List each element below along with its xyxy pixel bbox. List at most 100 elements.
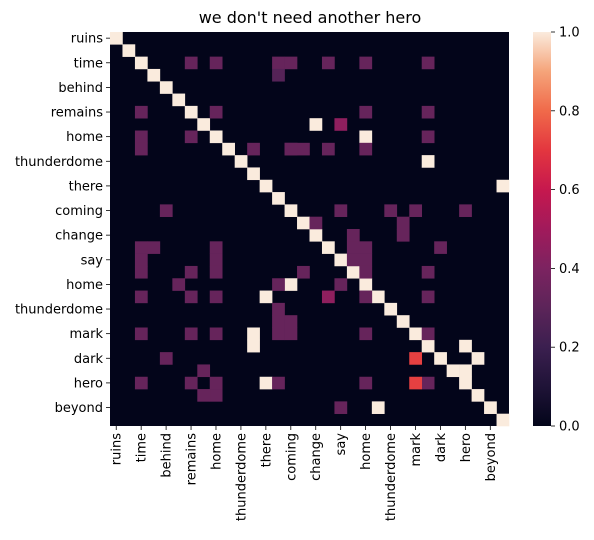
y-axis: ruins time behind remains home thunderdome the… [15,32,110,416]
heatmap-cell [272,192,285,205]
colorbar-tick-label: 1.0 [559,26,580,41]
heatmap-cell [272,302,285,316]
y-tick-label: ruins [71,32,103,47]
heatmap-cell [484,401,497,414]
heatmap-cell [159,204,173,217]
heatmap-cell [222,142,235,156]
heatmap-cell [359,278,373,291]
heatmap-cell [297,216,310,230]
heatmap-cell [147,68,161,82]
heatmap-cell [496,413,510,427]
heatmap-cell [334,118,348,131]
heatmap-cell [434,352,447,365]
heatmap-cell [334,401,348,414]
heatmap-cell [172,278,186,291]
x-tick-label: hero [459,433,474,462]
heatmap-cell [247,142,260,156]
heatmap-cell [209,290,223,304]
x-axis: ruins time behind remains home thunderdome the… [110,426,499,521]
heatmap-cell [446,364,460,378]
x-tick-label: coming [284,433,299,481]
y-tick-label: coming [55,204,103,219]
heatmap-cell [321,142,335,156]
heatmap-cell [471,389,485,402]
x-tick-label: say [334,433,349,456]
heatmap-cell [359,130,373,144]
heatmap-cell [421,265,435,279]
heatmap-cell [459,376,472,390]
heatmap-cell [209,389,223,402]
heatmap-cell [209,253,223,267]
heatmap-cell [346,241,360,254]
heatmap-cell [359,105,373,119]
heatmap-cell [134,130,148,144]
heatmap-cells [110,32,510,427]
heatmap-cell [184,290,198,304]
heatmap-cell [421,327,435,341]
heatmap-cell [197,118,211,131]
heatmap-cell [371,290,385,304]
x-tick-label: thunderdome [234,433,249,521]
heatmap-cell [371,401,385,414]
heatmap-cell [134,241,148,254]
heatmap-cell [409,376,423,390]
heatmap-cell [259,290,273,304]
heatmap-cell [284,278,298,291]
heatmap-cell [284,315,298,328]
heatmap-cell [297,142,310,156]
x-tick-label: remains [185,433,200,486]
y-tick-label: beyond [55,401,103,416]
colorbar-tick-label: 0.6 [559,183,580,198]
heatmap-cell [346,265,360,279]
heatmap-cell [110,32,123,45]
heatmap-cell [134,376,148,390]
y-tick-label: there [69,179,103,194]
heatmap-cell [321,241,335,254]
colorbar-tick-label: 0.4 [559,262,580,277]
y-tick-label: hero [74,376,103,391]
heatmap-cell [272,278,285,291]
heatmap-cell [496,179,510,193]
heatmap-cell [396,229,410,242]
heatmap-cell [384,204,398,217]
heatmap-cell [334,278,348,291]
heatmap-cell [359,241,373,254]
heatmap-cell [409,352,423,365]
colorbar-axis: 0.0 0.2 0.4 0.6 0.8 1.0 [551,26,580,435]
y-tick-label: say [81,253,104,268]
heatmap-cell [346,229,360,242]
heatmap-cell [359,56,373,70]
heatmap-cell [434,241,447,254]
x-tick-label: beyond [484,433,499,481]
heatmap-cell [172,93,186,107]
heatmap-cell [272,68,285,82]
heatmap-cell [247,339,260,353]
heatmap-cell [359,265,373,279]
heatmap-cell [184,327,198,341]
y-tick-label: home [66,130,103,145]
heatmap-cell [459,204,472,217]
heatmap-cell [284,204,298,217]
y-tick-label: home [66,278,103,293]
y-tick-label: thunderdome [15,155,103,170]
heatmap-cell [309,229,323,242]
heatmap-cell [459,339,472,353]
heatmap-cell [247,327,260,341]
y-tick-label: thunderdome [15,303,103,318]
colorbar-tick-label: 0.0 [559,420,580,435]
heatmap-cell [184,130,198,144]
heatmap-cell [421,376,435,390]
x-tick-label: there [259,433,274,467]
heatmap-cell [346,253,360,267]
heatmap-cell [209,130,223,144]
heatmap-cell [409,204,423,217]
heatmap-cell [209,241,223,254]
heatmap-cell [334,253,348,267]
heatmap-cell [247,167,260,181]
y-tick-label: dark [74,352,104,367]
heatmap-cell [159,352,173,365]
x-tick-label: change [309,433,324,481]
heatmap-cell [359,290,373,304]
heatmap-cell [334,204,348,217]
heatmap-cell [184,376,198,390]
